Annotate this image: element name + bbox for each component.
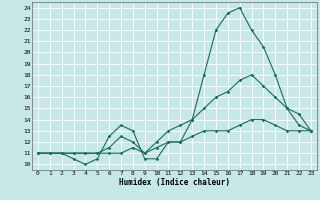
X-axis label: Humidex (Indice chaleur): Humidex (Indice chaleur)	[119, 178, 230, 187]
